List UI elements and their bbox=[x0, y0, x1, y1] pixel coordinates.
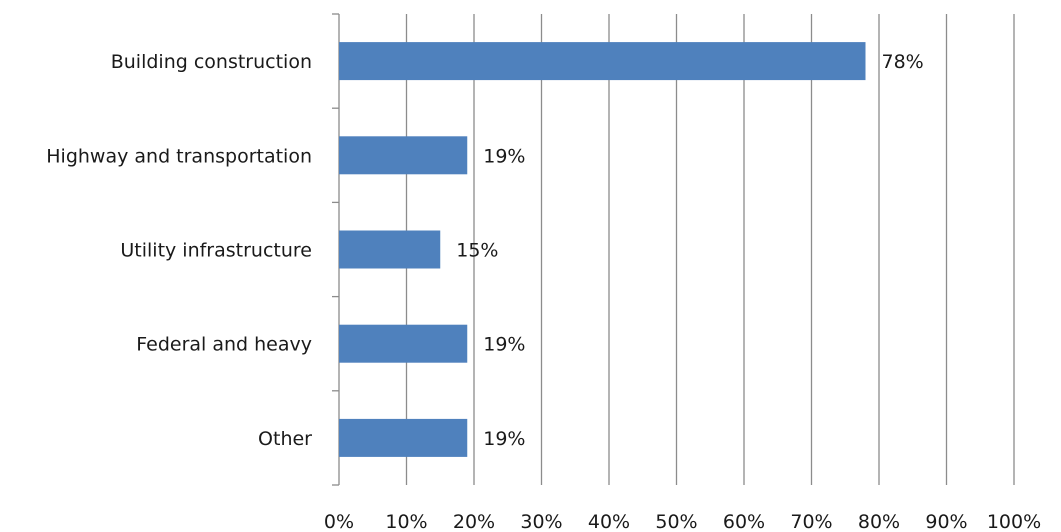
bar bbox=[339, 136, 468, 175]
data-label: 19% bbox=[483, 145, 525, 167]
category-axis bbox=[332, 13, 340, 486]
bars bbox=[339, 42, 866, 457]
data-label: 15% bbox=[456, 240, 498, 262]
x-tick-label: 100% bbox=[987, 511, 1041, 532]
category-label: Highway and transportation bbox=[46, 145, 312, 167]
x-tick-label: 30% bbox=[520, 511, 562, 532]
x-tick-label: 40% bbox=[588, 511, 630, 532]
category-label: Federal and heavy bbox=[136, 334, 312, 356]
x-tick-label: 80% bbox=[858, 511, 900, 532]
bar bbox=[339, 324, 468, 363]
category-label: Utility infrastructure bbox=[120, 240, 312, 262]
data-label: 19% bbox=[483, 334, 525, 356]
x-tick-label: 10% bbox=[385, 511, 427, 532]
category-label: Other bbox=[258, 428, 312, 450]
x-tick-label: 20% bbox=[453, 511, 495, 532]
x-tick-label: 70% bbox=[790, 511, 832, 532]
x-tick-label: 90% bbox=[925, 511, 967, 532]
x-tick-label: 50% bbox=[655, 511, 697, 532]
data-labels: 78% 19% 15% 19% 19% bbox=[456, 51, 923, 450]
data-label: 19% bbox=[483, 428, 525, 450]
bar bbox=[339, 230, 441, 269]
bar bbox=[339, 42, 866, 81]
bar bbox=[339, 418, 468, 457]
x-tick-label: 60% bbox=[723, 511, 765, 532]
category-labels: Building construction Highway and transpo… bbox=[46, 51, 312, 450]
gridlines bbox=[405, 14, 1015, 485]
data-label: 78% bbox=[882, 51, 924, 73]
category-label: Building construction bbox=[111, 51, 312, 73]
x-tick-labels: 0% 10% 20% 30% 40% 50% 60% 70% 80% 90% 100% bbox=[324, 511, 1041, 532]
x-tick-label: 0% bbox=[324, 511, 354, 532]
